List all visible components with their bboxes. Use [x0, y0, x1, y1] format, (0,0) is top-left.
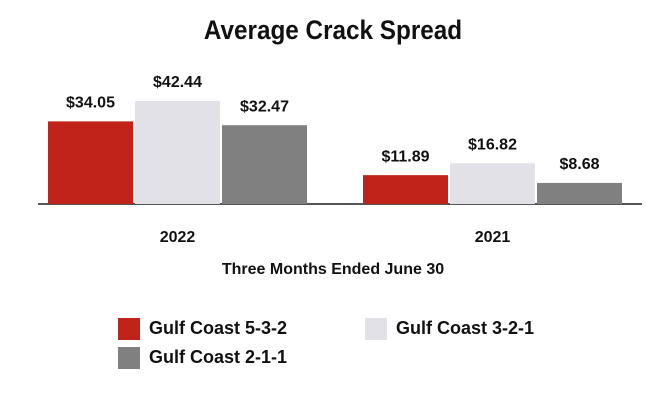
legend-label: Gulf Coast 2-1-1: [149, 347, 287, 367]
legend-label: Gulf Coast 3-2-1: [396, 318, 534, 338]
x-axis-title: Three Months Ended June 30: [222, 261, 444, 278]
data-label: $34.05: [66, 95, 115, 112]
data-label: $16.82: [468, 136, 517, 153]
bar: [450, 163, 535, 204]
bar: [363, 175, 448, 204]
data-label: $32.47: [240, 98, 289, 115]
chart-title: Average Crack Spread: [204, 16, 462, 45]
data-label: $8.68: [559, 156, 599, 173]
legend-swatch: [118, 318, 140, 340]
data-label: $42.44: [153, 74, 202, 91]
legend-swatch: [118, 347, 140, 369]
x-tick-label: 2022: [160, 229, 196, 246]
x-tick-label: 2021: [475, 229, 511, 246]
legend-swatch: [365, 318, 387, 340]
bar: [48, 121, 133, 204]
bar: [537, 182, 622, 204]
bar: [135, 101, 220, 204]
data-label: $11.89: [381, 148, 429, 165]
legend-label: Gulf Coast 5-3-2: [149, 318, 287, 338]
bar: [222, 125, 307, 204]
